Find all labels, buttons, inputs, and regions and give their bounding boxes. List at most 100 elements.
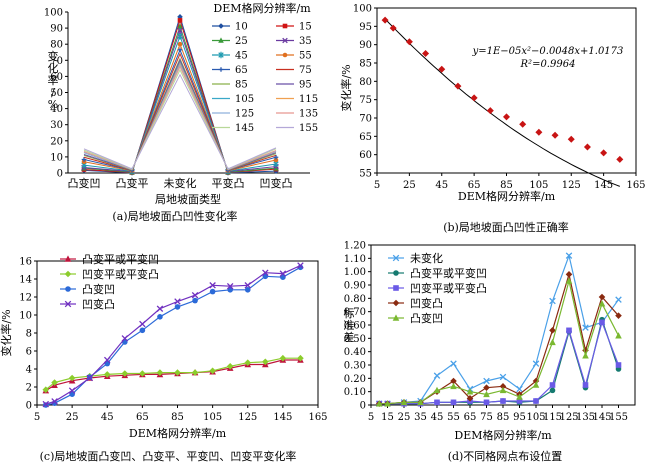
c-data-point bbox=[226, 282, 234, 290]
d-data-point bbox=[565, 277, 573, 284]
c-data-point bbox=[42, 386, 50, 393]
d-y-axis-title-text: 标准差 bbox=[344, 306, 355, 344]
d-legend-label: 凹变凸 bbox=[410, 296, 443, 310]
d-y-tick-label: 0.90 bbox=[344, 281, 366, 292]
c-x-axis-title: DEM格网分辨率/m bbox=[129, 426, 227, 440]
d-y-tick-label: 0.60 bbox=[344, 321, 366, 332]
c-data-point bbox=[68, 374, 76, 382]
a-series-line bbox=[83, 73, 277, 170]
c-caption: (c)局地坡面凸变凹、凸变平、平变凹、凹变平变化率 bbox=[40, 449, 297, 463]
a-x-axis-title: 局地坡面类型 bbox=[155, 192, 221, 206]
d-data-point bbox=[483, 384, 490, 391]
b-data-point bbox=[519, 120, 527, 128]
d-data-point bbox=[450, 377, 457, 385]
b-y-tick-label: 95 bbox=[359, 22, 372, 33]
d-legend-label: 凹变平或平变凸 bbox=[410, 281, 487, 295]
d-y-tick-label: 0.40 bbox=[344, 347, 366, 358]
c-data-point bbox=[68, 387, 76, 394]
a-y-tick-label: 100 bbox=[44, 8, 63, 19]
c-data-point bbox=[121, 370, 129, 377]
c-data-point bbox=[157, 314, 163, 320]
b-y-tick-label: 80 bbox=[359, 77, 372, 88]
c-data-point bbox=[156, 305, 164, 312]
b-data-point bbox=[583, 143, 591, 151]
a-caption: (a)局地坡面凸凹性变化率 bbox=[112, 209, 237, 223]
b-data-point bbox=[438, 65, 446, 73]
c-y-tick-label: 0 bbox=[26, 401, 32, 412]
b-x-tick-label: 65 bbox=[468, 180, 481, 191]
d-legend-swatch-marker bbox=[393, 270, 399, 276]
c-data-point bbox=[279, 270, 287, 277]
b-data-point bbox=[405, 38, 413, 46]
b-y-axis-title: 变化率/% bbox=[339, 64, 353, 111]
a-legend-label: 15 bbox=[299, 22, 312, 33]
d-x-tick-label: 115 bbox=[543, 412, 562, 423]
d-series-line bbox=[379, 253, 619, 405]
d-data-point bbox=[375, 400, 383, 407]
b-data-point bbox=[551, 131, 559, 139]
d-data-point bbox=[565, 252, 573, 259]
d-x-tick-label: 135 bbox=[576, 412, 595, 423]
d-data-point bbox=[450, 399, 457, 406]
a-x-category-label: 平变凸 bbox=[212, 176, 245, 190]
a-legend-label: 145 bbox=[235, 123, 254, 134]
d-data-point bbox=[532, 360, 540, 367]
c-data-point bbox=[191, 369, 199, 376]
a-x-category-label: 凸变凹 bbox=[68, 176, 101, 190]
c-x-tick-label: 105 bbox=[203, 412, 222, 423]
b-x-axis-title: DEM格网分辨率/m bbox=[458, 189, 556, 203]
b-caption: (b)局地坡面凸凹性正确率 bbox=[443, 220, 569, 234]
d-y-tick-label: 0.10 bbox=[344, 387, 366, 398]
c-data-point bbox=[139, 320, 146, 328]
c-y-tick-label: 10 bbox=[19, 311, 32, 322]
b-x-tick-label: 45 bbox=[435, 180, 448, 191]
b-data-point bbox=[486, 107, 494, 115]
a-data-point bbox=[177, 32, 183, 40]
a-legend-item: 125 bbox=[212, 109, 254, 120]
d-data-point bbox=[598, 293, 606, 301]
c-data-point bbox=[192, 297, 198, 304]
c-data-point bbox=[209, 288, 216, 295]
c-data-point bbox=[279, 354, 287, 362]
a-legend-item: 10 bbox=[212, 22, 248, 33]
d-data-point bbox=[483, 390, 490, 398]
c-data-point bbox=[209, 282, 216, 289]
d-data-point bbox=[450, 382, 457, 390]
c-data-point bbox=[42, 400, 50, 408]
d-x-tick-label: 145 bbox=[592, 412, 611, 423]
c-legend-swatch-marker bbox=[65, 286, 71, 292]
c-data-point bbox=[209, 367, 216, 375]
c-y-tick-label: 2 bbox=[26, 383, 32, 394]
b-x-tick-label: 85 bbox=[500, 180, 513, 191]
b-y-tick-label: 90 bbox=[359, 40, 372, 51]
a-legend-swatch-marker bbox=[282, 23, 288, 29]
d-data-point bbox=[549, 338, 556, 346]
a-legend-label: 95 bbox=[299, 80, 312, 91]
a-legend-item: 15 bbox=[276, 22, 312, 33]
d-data-point bbox=[532, 377, 540, 385]
b-y-tick-label: 70 bbox=[359, 114, 372, 125]
d-data-point bbox=[582, 347, 589, 354]
a-y-axis-title: 变化率/% bbox=[48, 49, 59, 111]
a-data-point bbox=[177, 18, 183, 23]
c-legend-label: 凸变凹 bbox=[82, 282, 115, 296]
d-x-axis-title: DEM格网分辨率/m bbox=[454, 428, 552, 442]
c-data-point bbox=[139, 370, 146, 377]
a-series bbox=[83, 52, 277, 171]
b-y-tick-label: 55 bbox=[359, 169, 372, 180]
b-data-point bbox=[422, 49, 430, 57]
a-legend-label: 55 bbox=[299, 51, 312, 62]
c-data-point bbox=[244, 282, 252, 289]
d-data-point bbox=[532, 381, 540, 388]
d-legend-swatch-marker bbox=[392, 299, 400, 307]
a-y-tick-label: 10 bbox=[50, 152, 63, 163]
b-x-tick-label: 165 bbox=[626, 180, 645, 191]
d-y-tick-label: 0.50 bbox=[344, 334, 366, 345]
d-x-tick-label: 125 bbox=[559, 412, 578, 423]
d-legend-item: 凹变凸 bbox=[388, 296, 443, 310]
d-series bbox=[375, 277, 622, 407]
c-data-point bbox=[297, 262, 304, 269]
c-legend-swatch-marker bbox=[64, 300, 72, 308]
c-x-tick-label: 25 bbox=[66, 412, 79, 423]
b-data-point bbox=[389, 24, 397, 32]
